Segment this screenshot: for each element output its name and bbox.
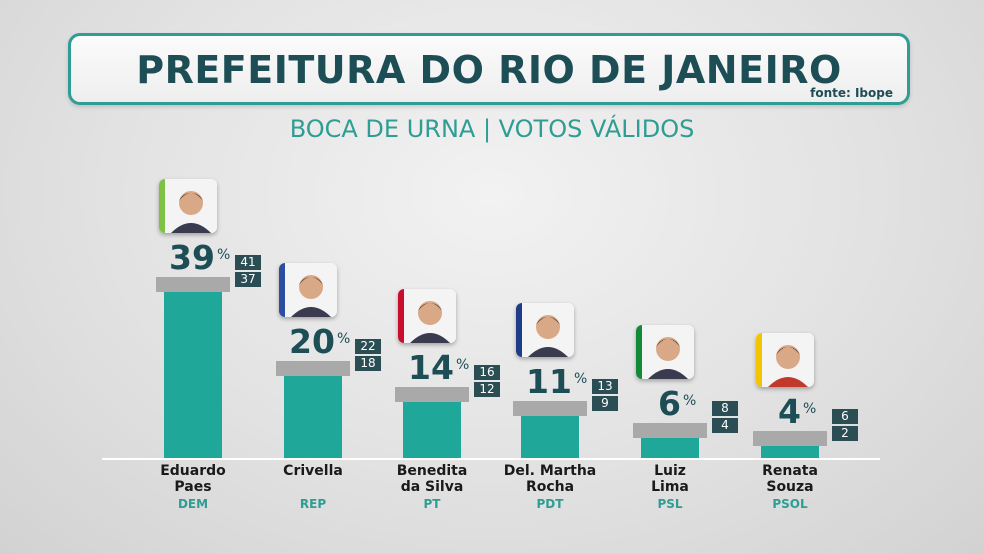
percent-sign-1: % — [336, 331, 351, 347]
bar-cap-3 — [513, 400, 587, 416]
bar-0 — [164, 286, 222, 458]
candidate-name-line1: Luiz — [654, 463, 686, 479]
range-low-0: 37 — [235, 272, 261, 288]
candidate-name-4: Luiz Lima — [610, 463, 730, 495]
party-color-stripe — [636, 324, 642, 379]
range-low-5: 2 — [832, 426, 858, 442]
value-label-4: 6% — [658, 384, 696, 423]
percent-sign-5: % — [802, 401, 817, 418]
candidate-name-line2: da Silva — [400, 479, 464, 495]
range-high-2: 16 — [474, 365, 500, 381]
range-low-1: 18 — [355, 356, 381, 371]
party-color-stripe — [279, 263, 285, 317]
candidate-name-3: Del. Martha Rocha — [490, 463, 610, 495]
candidate-photo-icon — [516, 302, 574, 357]
range-high-0: 41 — [235, 255, 261, 271]
candidate-party-5: PSOL — [772, 497, 808, 511]
candidate-party-0: DEM — [177, 497, 209, 511]
range-low-3: 9 — [592, 395, 618, 411]
candidate-name-line2: Rocha — [525, 479, 575, 495]
candidate-name-line1: Benedita — [396, 463, 468, 479]
value-number-5: 4 — [778, 392, 801, 432]
range-high-4: 8 — [712, 400, 738, 416]
page-title: PREFEITURA DO RIO DE JANEIRO — [136, 48, 842, 92]
bar-cap-2 — [395, 387, 469, 403]
party-color-stripe — [516, 302, 522, 357]
title-box: PREFEITURA DO RIO DE JANEIRO fonte: Ibop… — [68, 33, 910, 105]
bar-1 — [284, 370, 342, 458]
candidate-photo-icon — [398, 289, 456, 344]
value-number-0: 39 — [169, 238, 215, 278]
percent-sign-2: % — [455, 357, 470, 374]
chart-baseline — [102, 458, 880, 460]
candidate-name-1: Crivella — [253, 463, 373, 479]
candidate-name-line2: Souza — [766, 479, 814, 495]
value-label-1: 20% — [289, 322, 350, 361]
range-low-4: 4 — [712, 417, 738, 433]
candidate-photo-icon — [636, 324, 694, 379]
candidate-name-0: Eduardo Paes — [133, 463, 253, 495]
percent-sign-3: % — [573, 370, 588, 387]
value-label-2: 14% — [408, 348, 469, 387]
bar-cap-4 — [633, 422, 707, 438]
candidate-name-5: Renata Souza — [730, 463, 850, 495]
chart-subtitle: BOCA DE URNA | VOTOS VÁLIDOS — [289, 115, 695, 143]
bar-3 — [521, 409, 579, 458]
bar-cap-0 — [156, 277, 230, 293]
candidate-name-line1: Renata — [762, 463, 818, 479]
bar-cap-5 — [753, 431, 827, 447]
candidate-name-line1: Crivella — [283, 463, 343, 479]
party-color-stripe — [756, 333, 762, 388]
percent-sign-0: % — [216, 247, 231, 264]
candidate-party-4: PSL — [657, 497, 683, 511]
party-color-stripe — [398, 289, 404, 344]
candidate-party-1: REP — [299, 497, 327, 511]
candidate-party-2: PT — [423, 497, 441, 511]
value-label-3: 11% — [526, 362, 587, 401]
value-number-4: 6 — [658, 383, 681, 423]
source-label: fonte: Ibope — [810, 86, 893, 100]
candidate-photo-icon — [279, 263, 337, 317]
candidate-party-3: PDT — [536, 497, 564, 511]
value-label-0: 39% — [169, 238, 230, 277]
bar-2 — [403, 396, 461, 458]
candidate-name-line1: Del. Martha — [503, 463, 597, 479]
range-high-5: 6 — [832, 409, 858, 425]
range-high-3: 13 — [592, 378, 618, 394]
range-high-1: 22 — [355, 339, 381, 354]
percent-sign-4: % — [682, 392, 697, 409]
candidate-name-line2: Paes — [174, 479, 212, 495]
candidate-name-2: Benedita da Silva — [372, 463, 492, 495]
bar-cap-1 — [276, 361, 350, 376]
party-color-stripe — [159, 179, 165, 234]
value-number-3: 11 — [526, 361, 572, 401]
value-number-1: 20 — [289, 322, 335, 361]
value-number-2: 14 — [408, 348, 454, 388]
value-label-5: 4% — [778, 392, 816, 431]
candidate-name-line2: Lima — [651, 479, 689, 495]
candidate-name-line1: Eduardo — [160, 463, 226, 479]
candidate-photo-icon — [159, 179, 217, 234]
range-low-2: 12 — [474, 382, 500, 398]
candidate-photo-icon — [756, 333, 814, 388]
